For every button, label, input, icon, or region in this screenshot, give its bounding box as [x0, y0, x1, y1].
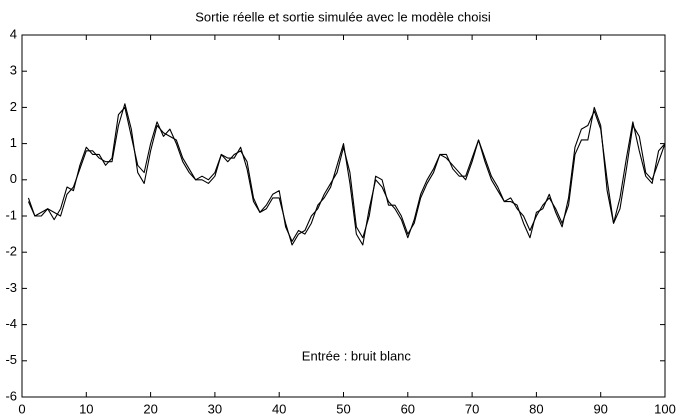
x-tick-label: 30 [208, 401, 222, 416]
x-tick-label: 10 [79, 401, 93, 416]
x-tick-label: 40 [272, 401, 286, 416]
y-tick-label: 0 [10, 171, 17, 186]
x-tick-label: 0 [18, 401, 25, 416]
annotation: Entrée : bruit blanc [302, 349, 412, 364]
x-tick-label: 20 [143, 401, 157, 416]
y-tick-label: -6 [5, 388, 17, 403]
chart-title: Sortie réelle et sortie simulée avec le … [195, 9, 491, 24]
y-tick-label: 4 [10, 26, 17, 41]
data-line [27, 106, 666, 246]
x-tick-label: 100 [654, 401, 676, 416]
x-tick-label: 70 [465, 401, 479, 416]
y-tick-label: -3 [5, 280, 17, 295]
x-tick-label: 90 [593, 401, 607, 416]
y-tick-label: -5 [5, 352, 17, 367]
y-tick-label: -1 [5, 207, 17, 222]
plot-frame [21, 34, 666, 398]
x-tick-label: 80 [529, 401, 543, 416]
y-tick-label: -4 [5, 316, 17, 331]
y-tick-label: 3 [10, 63, 17, 78]
y-tick-label: 1 [10, 135, 17, 150]
x-tick-label: 50 [336, 401, 350, 416]
x-tick-label: 60 [401, 401, 415, 416]
data-line [27, 103, 666, 246]
y-tick-label: -2 [5, 244, 17, 259]
y-tick-label: 2 [10, 99, 17, 114]
